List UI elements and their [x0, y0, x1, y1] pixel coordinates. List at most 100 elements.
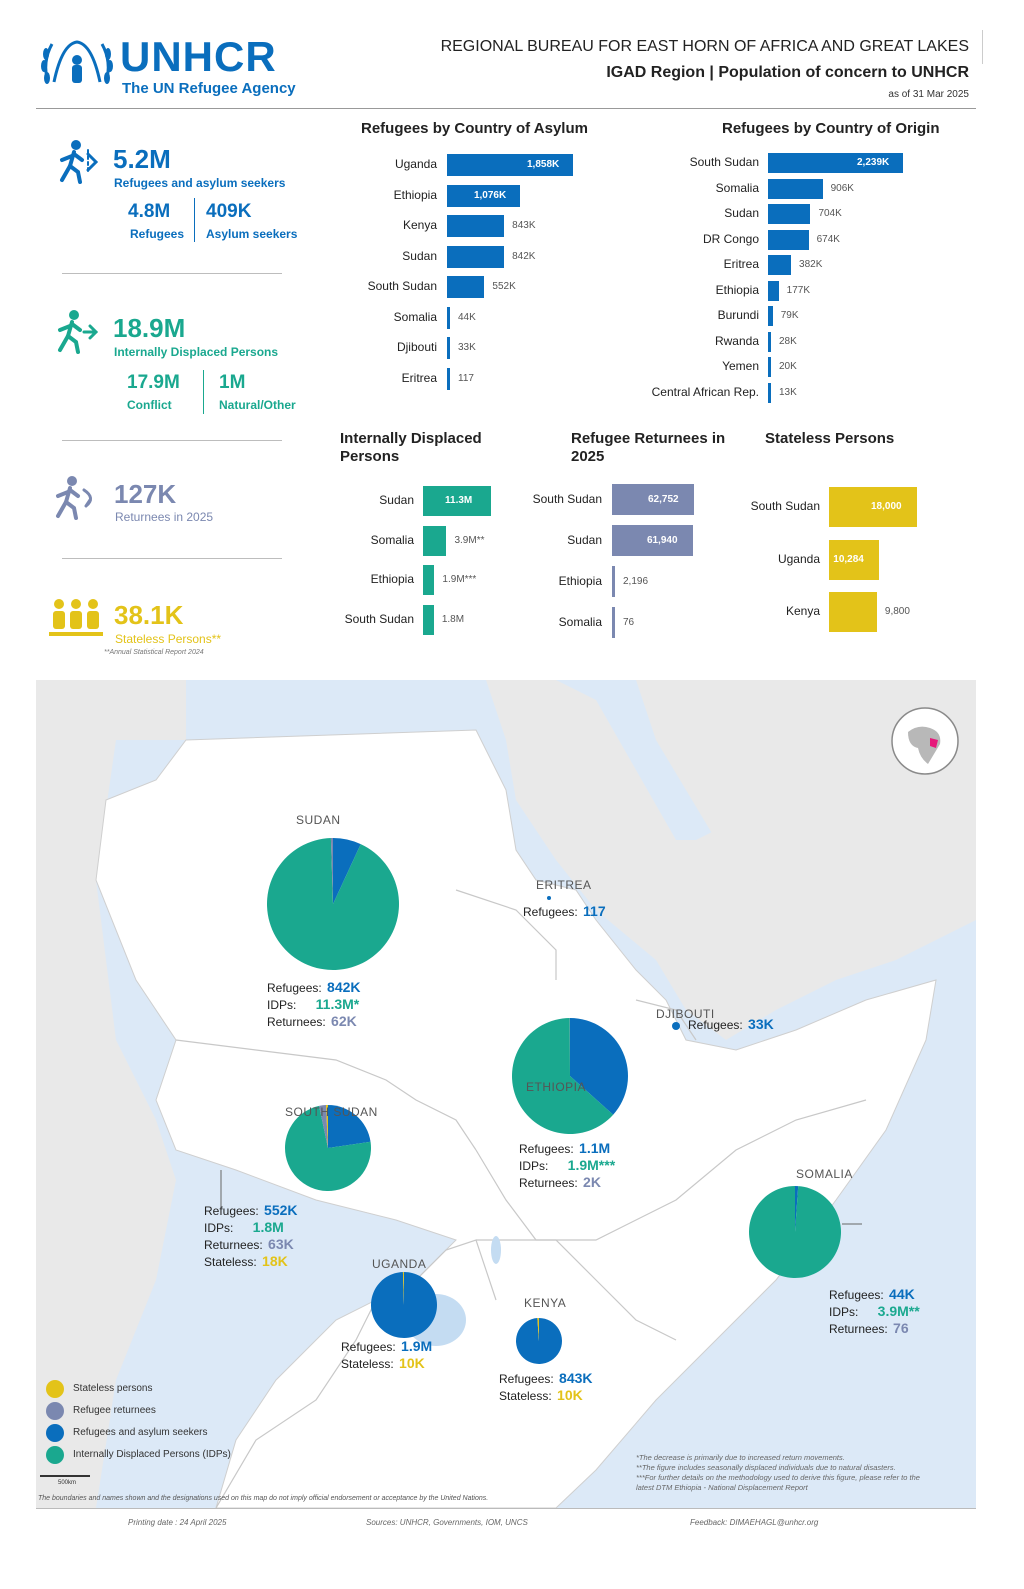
bar-value-label: 20K: [779, 361, 797, 372]
legend-swatch: [46, 1380, 64, 1398]
locator-globe-icon: [891, 707, 959, 775]
map-stat-value: 10K: [557, 1387, 583, 1403]
kpi-refugees-total-label: Refugees and asylum seekers: [114, 176, 286, 190]
bar: [829, 539, 880, 580]
map-stat-row: IDPs: 3.9M**: [829, 1303, 920, 1321]
footer-divider: [36, 1508, 976, 1509]
kpi-idp-natural-label: Natural/Other: [219, 398, 296, 412]
report-subtitle: IGAD Region | Population of concern to U…: [606, 64, 969, 81]
bar-value-label: 33K: [458, 342, 476, 353]
legend-label: Internally Displaced Persons (IDPs): [73, 1449, 231, 1460]
legend-swatch: [46, 1446, 64, 1464]
map-country-name: UGANDA: [372, 1257, 427, 1271]
map-stat-row: Refugees: 117: [523, 903, 606, 921]
refugee-running-icon: [60, 140, 98, 184]
map-stat-label: Refugees:: [688, 1018, 747, 1032]
bar: [447, 306, 450, 329]
map-stat-label: Refugees:: [267, 981, 326, 995]
bar-category-label: Eritrea: [723, 257, 759, 271]
kpi-idp-natural: 1M: [219, 372, 246, 393]
bar-value-label: 552K: [492, 281, 516, 292]
kpi-separator-3: [62, 558, 282, 559]
map-stat-value: 44K: [889, 1286, 915, 1302]
footer-printing-date: Printing date : 24 April 2025: [128, 1518, 227, 1527]
bar-category-label: Sudan: [567, 532, 602, 547]
bar-value-label: 79K: [780, 310, 799, 321]
legend-label: Refugees and asylum seekers: [73, 1427, 208, 1438]
bar: [612, 484, 694, 515]
bar-value-label: 28K: [779, 335, 797, 347]
map-stat-label: IDPs:: [204, 1221, 237, 1235]
regional-map: SUDAN Refugees: 842K IDPs: 11.3M* Returnees…: [36, 680, 976, 1508]
bar-value-label: 1,858K: [527, 159, 560, 170]
refugee-dot: [547, 896, 551, 900]
kpi-stateless-label: Stateless Persons**: [115, 632, 222, 646]
map-stat-row: Refugees: 552K: [204, 1202, 298, 1220]
bar-category-label: Kenya: [785, 604, 820, 618]
report-date: as of 31 Mar 2025: [888, 89, 969, 100]
bar-category-label: Yemen: [722, 359, 759, 373]
bar: [612, 607, 615, 638]
note-3: ***For further details on the methodolog…: [636, 1473, 920, 1482]
map-stat-row: Refugees: 33K: [688, 1016, 774, 1034]
map-stat-row: Stateless: 10K: [499, 1387, 583, 1405]
bar-category-label: Rwanda: [714, 333, 759, 348]
map-stat-row: Refugees: 1.1M: [519, 1140, 610, 1158]
kpi-refugees: 4.8M: [128, 201, 171, 222]
bar: [423, 525, 447, 556]
legend-label: Refugee returnees: [73, 1405, 156, 1416]
bar: [768, 280, 779, 301]
kpi-returnees: 127K: [114, 479, 177, 509]
bar-category-label: Kenya: [402, 218, 437, 232]
map-stat-row: Refugees: 44K: [829, 1286, 915, 1304]
kpi-separator-1: [62, 273, 282, 274]
pie-slice: [570, 1018, 628, 1115]
kpi-idp-conflict: 17.9M: [127, 372, 180, 393]
bar-value-label: 842K: [512, 250, 536, 262]
bar: [768, 357, 771, 377]
bar-category-label: Somalia: [558, 614, 602, 629]
map-stat-label: Returnees:: [204, 1238, 267, 1252]
kpi-divider-2: [203, 370, 204, 414]
map-stat-label: Refugees:: [829, 1288, 888, 1302]
pie-slice: [326, 1105, 328, 1148]
report-title: REGIONAL BUREAU FOR EAST HORN OF AFRICA …: [440, 38, 969, 55]
footer-sources: Sources: UNHCR, Governments, IOM, UNCS: [366, 1518, 528, 1527]
map-stat-label: Refugees:: [341, 1340, 400, 1354]
map-stat-row: Returnees: 76: [829, 1320, 909, 1338]
bar-value-label: 62,752: [648, 494, 679, 505]
bar: [423, 486, 491, 516]
pie-slice: [267, 838, 399, 970]
bar-value-label: 117: [458, 372, 474, 384]
bar-category-label: Ethiopia: [370, 572, 414, 586]
chart-title-3: Refugee Returnees in 2025: [571, 430, 726, 465]
bar-category-label: Sudan: [724, 206, 759, 220]
bar-category-label: Sudan: [402, 248, 437, 263]
map-stat-value: 76: [893, 1320, 909, 1336]
map-stat-value: 117: [583, 903, 606, 919]
bar-category-label: Somalia: [715, 180, 759, 195]
map-stat-value: 62K: [331, 1013, 357, 1029]
bar-category-label: South Sudan: [367, 279, 437, 293]
chart-title-2: Internally Displaced Persons: [340, 430, 482, 465]
bar: [768, 204, 811, 224]
bar: [768, 382, 771, 403]
map-country-name: SUDAN: [296, 813, 341, 827]
chart-title-1: Refugees by Country of Origin: [722, 120, 940, 137]
note-4: latest DTM Ethiopia - National Displacem…: [636, 1483, 808, 1492]
map-country-name: DJIBOUTI: [656, 1007, 715, 1021]
map-stat-label: Refugees:: [499, 1372, 558, 1386]
bar: [829, 487, 917, 527]
bar-value-label: 906K: [830, 182, 854, 194]
bar-category-label: Somalia: [370, 532, 414, 547]
header-vertical-rule: [982, 30, 983, 64]
bar-value-label: 10,284: [833, 553, 864, 565]
bar-category-label: Eritrea: [401, 370, 437, 385]
bar: [447, 245, 505, 268]
map-stat-label: Returnees:: [519, 1176, 582, 1190]
map-country-name: SOMALIA: [796, 1167, 853, 1181]
unhcr-logo: UNHCR The UN Refugee Agency: [40, 32, 310, 100]
kpi-refugees-total: 5.2M: [113, 144, 171, 174]
map-stat-label: Refugees:: [519, 1142, 578, 1156]
footer-feedback[interactable]: Feedback: DIMAEHAGL@unhcr.org: [690, 1518, 819, 1527]
